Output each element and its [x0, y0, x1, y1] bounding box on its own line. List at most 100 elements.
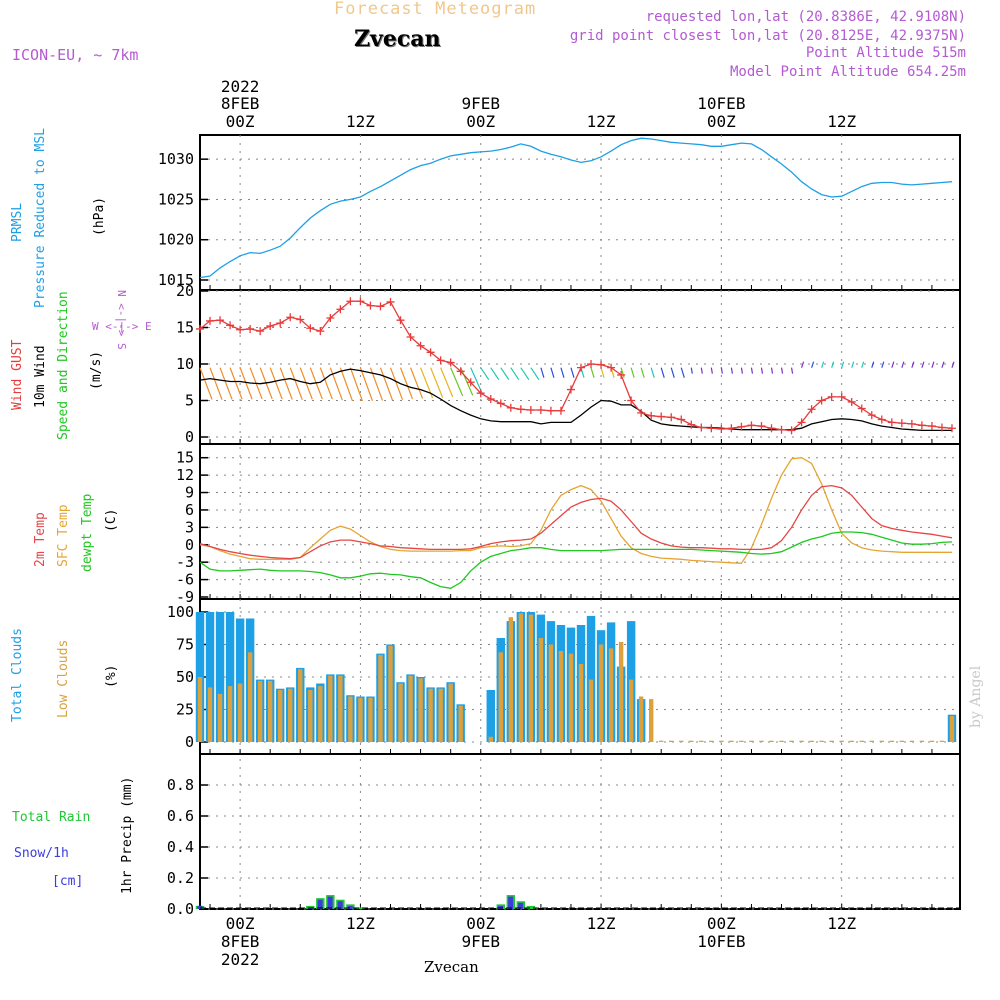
time-label-top-hour: 12Z: [827, 112, 856, 131]
point-altitude: Point Altitude 515m: [805, 45, 966, 61]
wind-direction-arrow: [229, 367, 243, 400]
wind-gust-marker: [907, 419, 916, 428]
low-clouds-bar: [338, 675, 343, 742]
low-clouds-bar: [679, 740, 684, 742]
wind-direction-arrow: [319, 367, 333, 400]
wind-direction-arrow: [750, 367, 754, 374]
wind-direction-arrow: [540, 367, 545, 378]
temperature-tick-label: 12: [176, 466, 194, 484]
wind-gust-marker: [677, 415, 686, 424]
wind-direction-arrow: [460, 367, 474, 396]
low-clouds-bar: [298, 669, 303, 742]
wind-direction-arrow: [730, 367, 733, 374]
wind-gust-marker: [556, 406, 565, 415]
wind-gust-marker: [356, 297, 365, 306]
pressure-line: [199, 137, 953, 279]
wind-gust-marker: [486, 395, 495, 404]
wind-gust-marker: [196, 324, 204, 333]
low-clouds-bar: [769, 740, 774, 742]
wind-gust-marker: [717, 424, 726, 433]
clouds-tick-label: 50: [176, 668, 194, 686]
wind-direction-arrow: [790, 367, 794, 374]
wind-gust-marker: [667, 413, 676, 422]
time-label-top-hour: 00Z: [226, 112, 255, 131]
low-clouds-bar: [448, 683, 453, 742]
wind-gust-marker: [757, 422, 766, 431]
time-label-bottom-date: 9FEB: [461, 932, 500, 951]
time-label-bottom-hour: 12Z: [346, 914, 375, 933]
low-clouds-bar: [849, 740, 854, 742]
low-clouds-bar: [568, 653, 574, 742]
wind-direction-arrow: [269, 367, 283, 400]
time-label-top-hour: 00Z: [707, 112, 736, 131]
low-clouds-bar: [538, 638, 544, 742]
low-clouds-bar: [398, 683, 403, 742]
wind-gust-marker: [607, 363, 616, 372]
low-clouds-bar: [719, 740, 724, 742]
wind-direction-arrow: [500, 367, 510, 380]
wind-gust-marker: [827, 392, 836, 401]
compass-we: W <-|-> E: [92, 320, 152, 333]
low-clouds-bar: [368, 697, 373, 742]
clouds-tick-label: 0: [185, 733, 194, 751]
low-clouds-bar: [889, 740, 895, 742]
wind-gust-marker: [366, 301, 375, 310]
precip-tick-label: 0.4: [167, 838, 194, 856]
wind-direction-arrow: [770, 367, 774, 374]
total-clouds-bar: [235, 618, 245, 742]
wind-direction-arrow: [821, 361, 825, 368]
wind-gust-marker: [657, 412, 666, 421]
wind-direction-arrow: [630, 367, 635, 378]
meteogram-title: Forecast Meteogram: [334, 0, 537, 19]
time-year-top: 2022: [221, 77, 260, 96]
wind-gust-marker: [456, 367, 465, 376]
wind-gust-marker: [857, 404, 866, 413]
low-clouds-bar: [388, 645, 393, 742]
precip-tick-label: 0.2: [167, 869, 194, 887]
wind-gust-marker: [737, 422, 746, 431]
snow-bar: [347, 905, 353, 909]
snow-bar: [317, 899, 323, 909]
wind-direction-arrow: [279, 367, 293, 400]
wind-direction-arrow: [389, 367, 404, 400]
snow-unit: [cm]: [52, 874, 84, 889]
wind-direction-arrow: [861, 361, 865, 368]
precip-tick-label: 0.6: [167, 807, 194, 825]
wind-gust-marker: [617, 370, 626, 379]
wind-direction-arrow: [851, 361, 855, 368]
precip-tick-label: 0.0: [167, 900, 194, 918]
wind-gust-marker: [577, 363, 586, 372]
snow-label: Snow/1h: [14, 846, 69, 861]
wind-direction-arrow: [289, 367, 303, 400]
low-clouds-bar: [739, 740, 744, 742]
low-clouds-bar: [809, 740, 814, 742]
wind-direction-arrow: [680, 367, 685, 378]
temperature-tick-label: 9: [185, 484, 194, 502]
snow-bar: [518, 902, 524, 909]
wind-tick-label: 5: [185, 392, 194, 410]
time-label-top-date: 8FEB: [221, 94, 260, 113]
low-clouds-bar: [789, 740, 794, 742]
clouds-tick-label: 25: [176, 701, 194, 719]
wind-direction-arrow: [620, 367, 625, 378]
temperature-tick-label: -6: [176, 571, 194, 589]
wind-direction-arrow: [329, 367, 343, 401]
wind-direction-arrow: [409, 367, 424, 399]
wind-direction-arrow: [600, 367, 605, 378]
clouds-tick-label: 75: [176, 636, 194, 654]
wind-direction-arrow: [891, 361, 895, 368]
wind-direction-arrow: [670, 367, 675, 378]
time-label-top-hour: 12Z: [587, 112, 616, 131]
location-name: Zvecan: [354, 26, 441, 52]
low-clouds-bar: [418, 678, 423, 742]
low-clouds-bar: [669, 740, 674, 742]
wind-direction-arrow: [811, 361, 815, 368]
wind-10m-line: [199, 368, 952, 432]
wind-gust-marker: [797, 418, 806, 427]
low-clouds-bar: [257, 680, 263, 742]
low-clouds-bar: [749, 740, 754, 742]
wind-gust-marker: [817, 396, 826, 405]
total-clouds-bar: [486, 690, 495, 742]
low-clouds-bar: [588, 679, 594, 742]
